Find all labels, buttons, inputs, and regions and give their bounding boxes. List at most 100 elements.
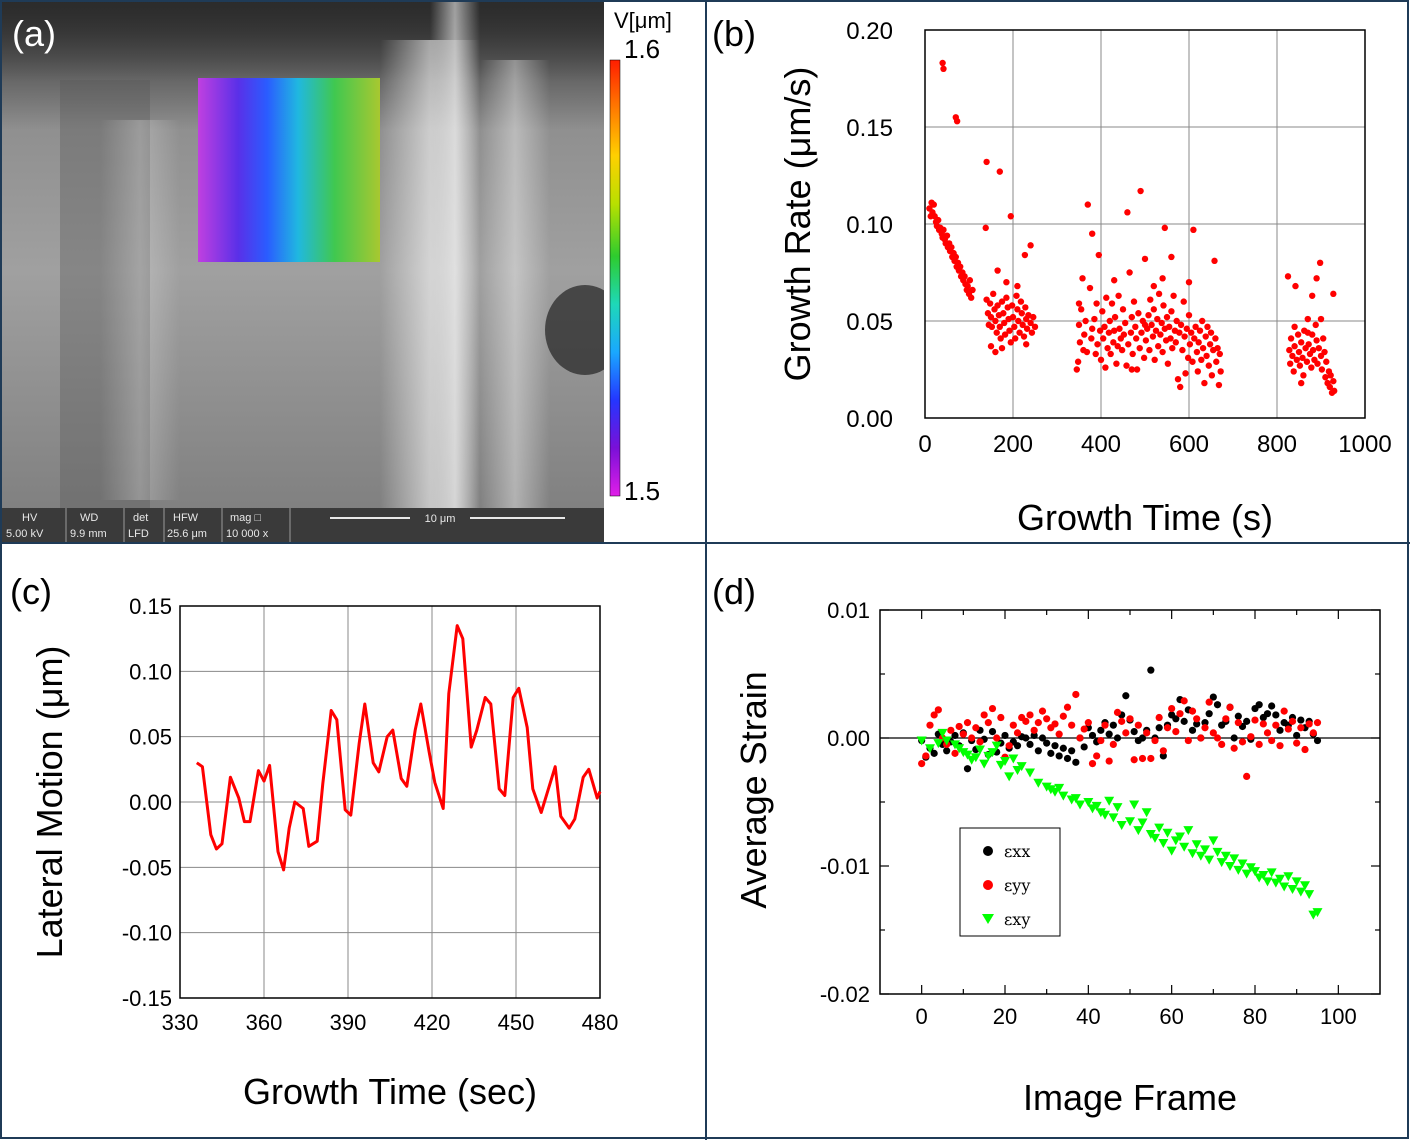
growth-rate-point — [1124, 209, 1131, 216]
strain-exy-point — [1112, 803, 1123, 813]
growth-rate-point — [1161, 224, 1169, 232]
growth-rate-point — [1198, 356, 1205, 363]
strain-exx-point — [1138, 734, 1147, 742]
strain-exy-point — [1279, 882, 1290, 892]
strain-eyy-point — [1230, 744, 1238, 752]
strain-exy-point — [1237, 859, 1248, 869]
strain-eyy-point — [1301, 745, 1309, 754]
growth-rate-point — [1031, 323, 1039, 331]
strain-xtick-label: 0 — [916, 1004, 928, 1029]
strain-eyy-point — [1284, 725, 1292, 733]
growth-rate-point — [940, 226, 947, 234]
strain-eyy-point — [918, 760, 926, 768]
strain-exy-point — [1054, 783, 1065, 793]
strain-eyy-point — [1026, 711, 1034, 719]
strain-exy-point — [1212, 847, 1223, 857]
growth-rate-point — [1149, 333, 1157, 340]
strain-exy-point — [1008, 754, 1019, 764]
growth-rate-point — [1214, 344, 1221, 352]
strain-eyy-point — [922, 752, 930, 760]
growth-rate-point — [996, 323, 1003, 331]
strain-exy-point — [1091, 801, 1102, 811]
info-value-mag: 10 000 x — [226, 528, 269, 540]
growth-rate-point — [1007, 339, 1014, 346]
colorbar-title: V[μm] — [614, 8, 672, 33]
legend-box — [959, 827, 1061, 937]
growth-rate-point — [1152, 327, 1160, 334]
growth-rate-point — [1011, 323, 1018, 331]
strain-eyy-point — [1259, 720, 1267, 728]
strain-eyy-point — [1255, 740, 1263, 749]
strain-exy-point — [916, 736, 927, 746]
growth-rate-point — [1128, 366, 1136, 373]
growth-rate-point — [1095, 251, 1103, 259]
legend-label-exy: εxy — [1004, 910, 1030, 929]
strain-eyy-point — [1276, 742, 1284, 750]
growth-rate-point — [1169, 344, 1176, 352]
strain-eyy-point — [1088, 760, 1097, 768]
strain-eyy-point — [1222, 715, 1230, 723]
strain-eyy-point — [1218, 740, 1226, 749]
growth-rate-ytick-label: 0.10 — [846, 212, 893, 239]
strain-exx-point — [1209, 693, 1217, 701]
growth-rate-point — [1019, 321, 1026, 329]
lateral-motion-xtick-label: 360 — [246, 1010, 283, 1035]
growth-rate-point — [943, 232, 951, 239]
growth-rate-point — [1296, 362, 1304, 369]
growth-rate-point — [1216, 350, 1224, 358]
strain-exy-point — [937, 728, 948, 738]
strain-exy-point — [1195, 851, 1206, 861]
legend-marker-exy — [982, 914, 994, 924]
growth-rate-point — [1021, 251, 1029, 259]
lateral-motion-ytick-label: 0.15 — [129, 594, 172, 619]
growth-rate-point — [1168, 308, 1175, 315]
growth-rate-point — [1211, 257, 1218, 265]
growth-rate-point — [1213, 358, 1220, 365]
growth-rate-point — [1322, 374, 1329, 381]
growth-rate-point — [964, 282, 971, 290]
growth-rate-point — [1116, 325, 1123, 332]
strain-exy-point — [1312, 908, 1323, 918]
strain-exy-point — [1045, 785, 1056, 795]
growth-rate-point — [1150, 282, 1158, 290]
strain-eyy-point — [1280, 707, 1288, 715]
strain-exx-point — [1234, 712, 1242, 720]
growth-rate-point — [1015, 317, 1022, 325]
growth-rate-point — [1141, 255, 1149, 263]
growth-rate-point — [1006, 327, 1013, 334]
growth-rate-point — [1089, 325, 1096, 332]
growth-rate-point — [1315, 344, 1323, 352]
growth-rate-point — [1097, 356, 1105, 363]
growth-rate-point — [1201, 379, 1208, 387]
strain-eyy-point — [1213, 734, 1222, 742]
growth-rate-point — [987, 313, 995, 321]
growth-rate-point — [1298, 339, 1305, 346]
growth-rate-point — [1164, 360, 1172, 367]
strain-exy-point — [1266, 868, 1277, 878]
growth-rate-point — [1013, 292, 1020, 299]
strain-eyy-point — [1105, 757, 1113, 765]
growth-rate-point — [1130, 298, 1138, 305]
strain-exx-point — [1080, 743, 1088, 751]
strain-eyy-point — [1130, 756, 1138, 764]
strain-exy-point — [1137, 818, 1148, 828]
lateral-motion-ylabel: Lateral Motion (μm) — [29, 646, 70, 959]
info-header-hfw: HFW — [173, 512, 199, 524]
strain-exy-point — [1241, 869, 1252, 879]
strain-exx-point — [1068, 747, 1076, 755]
strain-exy-point — [1179, 842, 1190, 852]
growth-rate-point — [1190, 226, 1197, 234]
growth-rate-ticks: 0 200 400 600 800 1000 0.00 0.05 0.10 0.15 0.20 — [846, 18, 1391, 458]
growth-rate-point — [1207, 329, 1215, 336]
growth-rate-point — [1017, 298, 1025, 305]
growth-rate-point — [1132, 323, 1139, 331]
strain-eyy-point — [1009, 721, 1017, 729]
growth-rate-point — [1217, 368, 1224, 375]
strain-eyy-point — [1126, 715, 1134, 723]
strain-exx-point — [1013, 742, 1022, 750]
growth-rate-point — [1016, 329, 1023, 336]
strain-exy-point — [1258, 870, 1269, 880]
growth-rate-point — [1177, 383, 1184, 391]
growth-rate-point — [1303, 358, 1311, 365]
